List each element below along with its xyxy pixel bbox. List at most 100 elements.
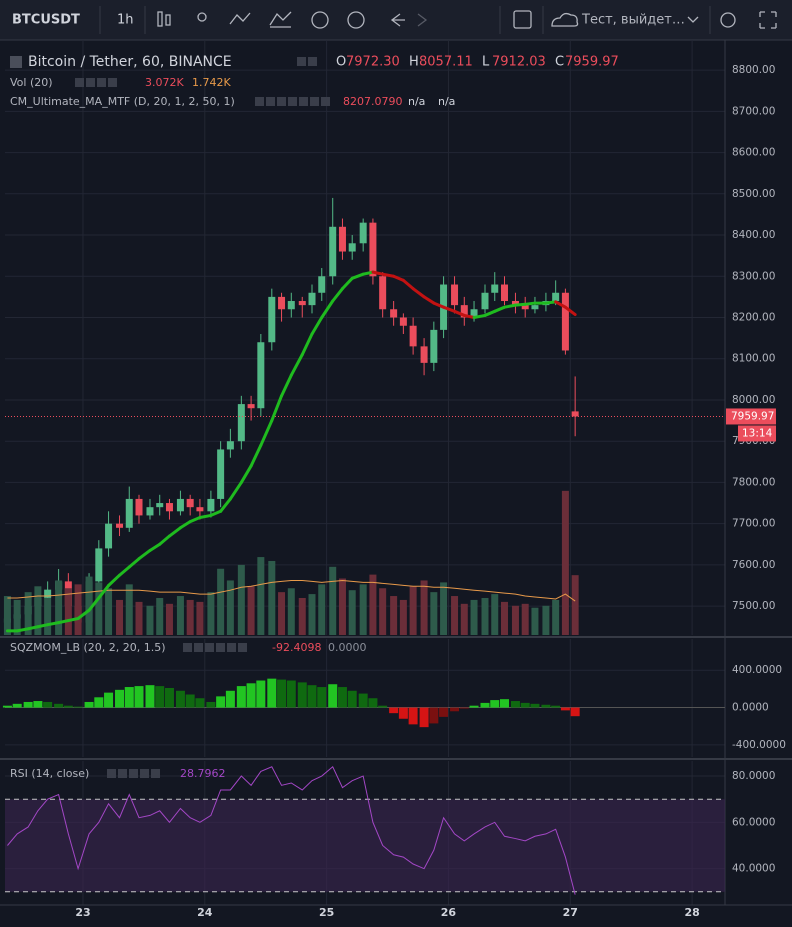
ma-segment: [371, 270, 385, 276]
momentum-bar: [63, 705, 73, 708]
momentum-bar: [499, 699, 509, 708]
legend-icon: [140, 769, 149, 778]
candle-body: [390, 309, 398, 318]
candle-body: [95, 548, 103, 582]
volume-bar: [430, 592, 438, 635]
icon: [197, 12, 207, 22]
legend-icon: [238, 643, 247, 652]
legend-icon: [118, 769, 127, 778]
fullscreen-button[interactable]: [759, 11, 777, 29]
y-tick-label: 400.0000: [732, 664, 782, 676]
momentum-bar: [398, 707, 408, 719]
y-tick-label: 8200.00: [732, 312, 775, 324]
legend-icon: [299, 97, 308, 106]
ma-segment: [493, 305, 506, 313]
volume-bar: [196, 601, 204, 635]
candle-body: [491, 284, 499, 293]
volume-bar: [13, 599, 21, 635]
ma-segment: [453, 309, 466, 317]
legend-title: Vol (20): [10, 76, 53, 89]
momentum-bar: [236, 686, 246, 708]
momentum-bar: [450, 707, 460, 712]
candle-body: [511, 301, 519, 306]
candle-body: [500, 284, 508, 302]
volume-bar: [257, 557, 265, 635]
dropdown[interactable]: [687, 16, 699, 23]
ma-segment: [320, 299, 335, 320]
settings-button[interactable]: [720, 12, 736, 28]
momentum-bar: [84, 701, 94, 708]
momentum-bar: [185, 694, 195, 708]
ma-segment: [544, 300, 558, 305]
volume-bar: [44, 597, 52, 635]
ohlc-key: C: [555, 55, 564, 70]
icon: [269, 11, 292, 28]
y-tick-label: 8700.00: [732, 105, 775, 117]
volume-bar: [470, 599, 478, 635]
volume-bar: [500, 601, 508, 635]
layout-button[interactable]: [513, 10, 532, 29]
volume-bar: [451, 596, 459, 635]
candle-body: [105, 523, 113, 549]
x-tick-label: 23: [75, 906, 90, 919]
momentum-bar: [469, 705, 479, 708]
momentum-bar: [104, 692, 114, 708]
countdown-box: [738, 425, 776, 442]
ma-segment: [118, 565, 131, 577]
candle-body: [116, 523, 124, 528]
y-tick-label: 8000.00: [732, 394, 775, 406]
candle-body: [561, 292, 569, 351]
legend-icon: [107, 769, 116, 778]
ma-segment: [46, 621, 61, 627]
volume-bar: [24, 592, 32, 635]
volume-bar: [74, 584, 82, 635]
candle-body: [481, 292, 489, 310]
volume-ma: [7, 579, 576, 602]
y-tick-label: 7800.00: [732, 476, 775, 488]
momentum-bar: [23, 701, 33, 708]
x-tick-label: 24: [197, 906, 213, 919]
ohlc-key: L: [482, 55, 490, 70]
x-tick-label: 28: [684, 906, 699, 919]
momentum-bar: [206, 701, 216, 708]
momentum-bar: [145, 685, 155, 708]
momentum-bar: [33, 701, 43, 708]
momentum-bar: [54, 703, 64, 708]
last-price-label: 7959.97: [731, 410, 774, 422]
momentum-bar: [389, 707, 399, 714]
ma-segment: [127, 557, 141, 569]
rsi-band: [5, 799, 725, 892]
icon: [390, 13, 405, 27]
search-field[interactable]: Тест, выйдет…: [581, 13, 685, 28]
ma-segment: [462, 313, 476, 320]
chart-type-icons[interactable]: [157, 11, 428, 29]
candle-body: [268, 296, 276, 343]
interval[interactable]: 1h: [117, 13, 134, 28]
ma-segment: [361, 270, 375, 276]
legend-icon: [97, 78, 106, 87]
momentum-bar: [2, 705, 12, 708]
momentum-bar: [570, 707, 580, 717]
y-tick-label: 60.0000: [732, 816, 775, 828]
symbol[interactable]: BTCUSDT: [12, 13, 80, 28]
legend-value: -92.4098: [272, 641, 321, 654]
candle-body: [135, 498, 143, 516]
ma-segment: [289, 353, 304, 377]
cloud-icon[interactable]: [551, 12, 579, 27]
ohlc-value: 7912.03: [492, 55, 546, 70]
ma-segment: [270, 394, 284, 423]
candle-body: [287, 301, 295, 310]
momentum-bar: [155, 686, 165, 708]
ma-segment: [280, 373, 293, 398]
candle-body: [44, 589, 52, 598]
candle-body: [399, 317, 407, 326]
momentum-bar: [459, 707, 469, 709]
ma-segment: [432, 301, 446, 309]
candle-body: [217, 449, 225, 499]
ohlc-value: 7972.30: [346, 55, 400, 70]
x-tick-label: 25: [319, 906, 334, 919]
candle-body: [348, 243, 356, 252]
ma-segment: [513, 302, 527, 307]
